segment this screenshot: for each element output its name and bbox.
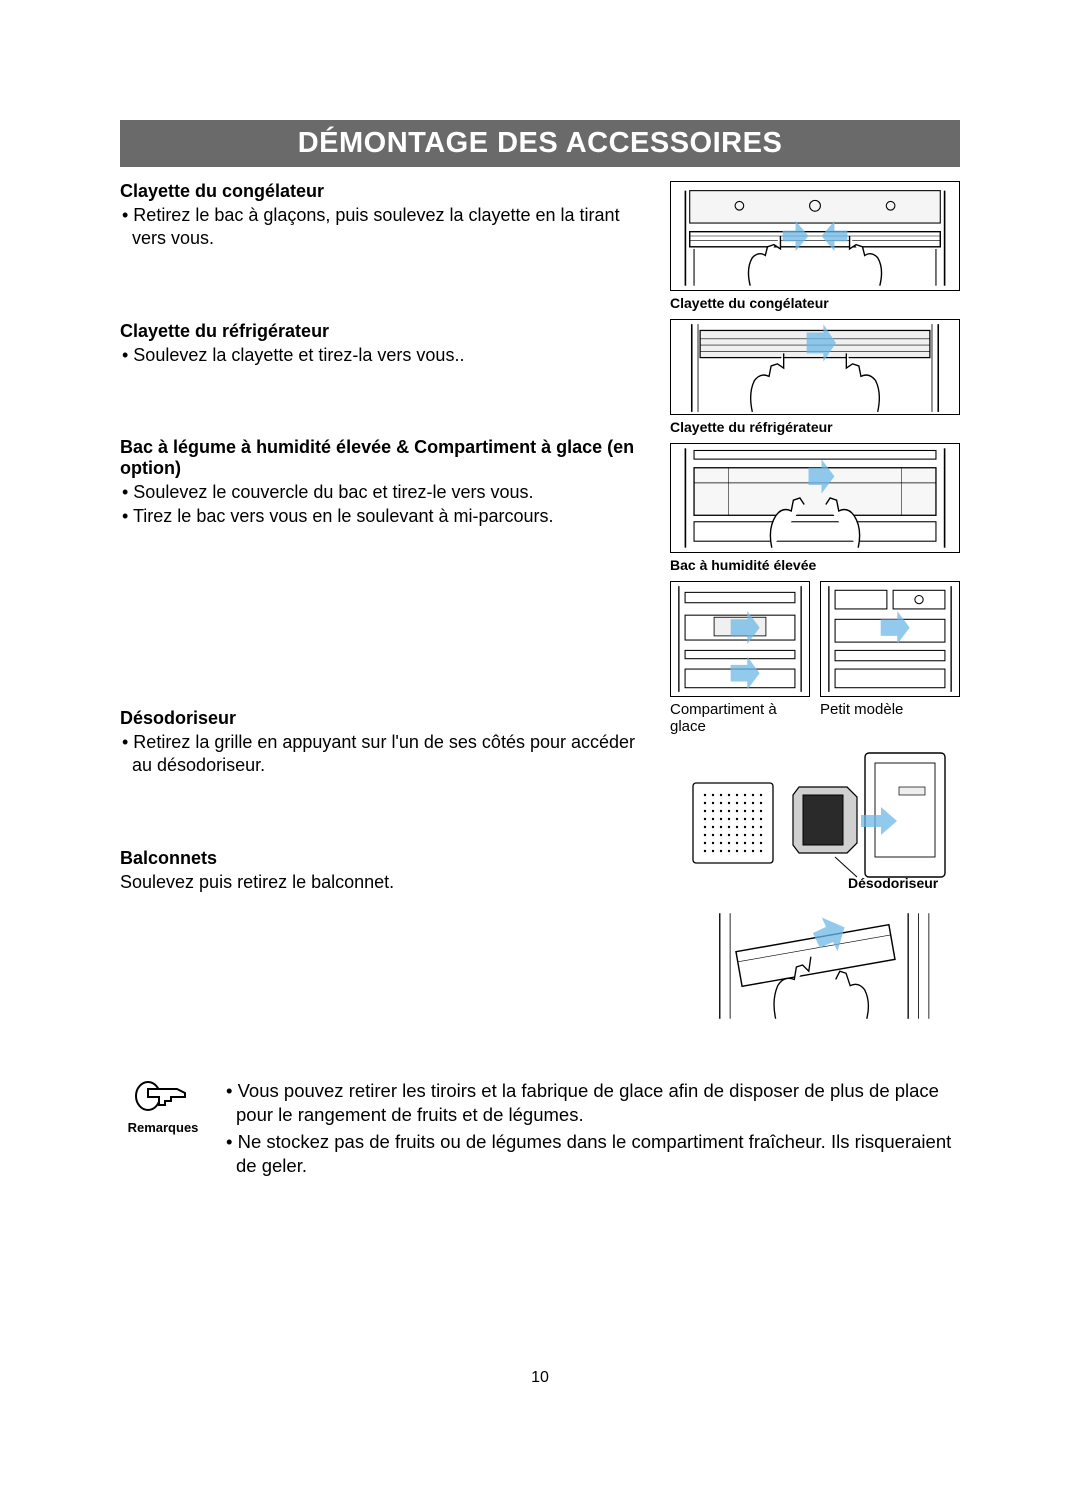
- figure-label-ice-compartment: Compartiment à glace: [670, 701, 810, 735]
- right-column: Clayette du congélateur Clayette: [670, 181, 960, 1025]
- illustration-freezer-shelf: [671, 182, 959, 290]
- section-fridge-shelf: Clayette du réfrigérateur • Soulevez la …: [120, 321, 646, 367]
- figure-humidity-bin: [670, 443, 960, 553]
- illustration-small-model: [821, 582, 959, 696]
- illustration-ice-compartment: [671, 582, 809, 696]
- section-humidity-bin: Bac à légume à humidité élevée & Compart…: [120, 437, 646, 528]
- text-fridge-shelf-1: • Soulevez la clayette et tirez-la vers …: [120, 344, 646, 367]
- remarks-bullet-1: • Vous pouvez retirer les tiroirs et la …: [224, 1079, 960, 1128]
- figure-label-humidity-bin: Bac à humidité élevée: [670, 557, 960, 573]
- remarks-icon-column: Remarques: [120, 1079, 206, 1181]
- hand-pointing-icon: [133, 1079, 193, 1113]
- page-container: DÉMONTAGE DES ACCESSOIRES Clayette du co…: [0, 0, 1080, 1487]
- heading-fridge-shelf: Clayette du réfrigérateur: [120, 321, 646, 342]
- figure-row-ice-small: Compartiment à glace: [670, 581, 960, 735]
- heading-door-bins: Balconnets: [120, 848, 646, 869]
- remarks-bullet-2: • Ne stockez pas de fruits ou de légumes…: [224, 1130, 960, 1179]
- figure-door-bin: [670, 907, 960, 1025]
- heading-humidity-bin: Bac à légume à humidité élevée & Compart…: [120, 437, 646, 479]
- figure-ice-compartment: [670, 581, 810, 697]
- illustration-humidity-bin: [671, 444, 959, 552]
- figure-fridge-shelf: [670, 319, 960, 415]
- figure-freezer-shelf: [670, 181, 960, 291]
- page-number: 10: [0, 1369, 1080, 1387]
- text-door-bins-1: Soulevez puis retirez le balconnet.: [120, 871, 646, 894]
- section-freezer-shelf: Clayette du congélateur • Retirez le bac…: [120, 181, 646, 251]
- illustration-door-bin: [670, 907, 960, 1025]
- figure-label-small-model: Petit modèle: [820, 701, 960, 718]
- text-freezer-shelf-1: • Retirez le bac à glaçons, puis souleve…: [120, 204, 646, 251]
- heading-deodorizer: Désodoriseur: [120, 708, 646, 729]
- text-humidity-bin-2: • Tirez le bac vers vous en le soulevant…: [120, 505, 646, 528]
- figure-label-deodorizer: Désodoriseur: [848, 875, 938, 891]
- illustration-fridge-shelf: [671, 320, 959, 414]
- figure-label-fridge-shelf: Clayette du réfrigérateur: [670, 419, 960, 435]
- content-row: Clayette du congélateur • Retirez le bac…: [120, 181, 960, 1025]
- heading-freezer-shelf: Clayette du congélateur: [120, 181, 646, 202]
- text-deodorizer-1: • Retirez la grille en appuyant sur l'un…: [120, 731, 646, 778]
- section-deodorizer: Désodoriseur • Retirez la grille en appu…: [120, 708, 646, 778]
- remarks-text: • Vous pouvez retirer les tiroirs et la …: [224, 1079, 960, 1181]
- left-column: Clayette du congélateur • Retirez le bac…: [120, 181, 646, 1025]
- remarks-block: Remarques • Vous pouvez retirer les tiro…: [120, 1079, 960, 1181]
- section-door-bins: Balconnets Soulevez puis retirez le balc…: [120, 848, 646, 894]
- text-humidity-bin-1: • Soulevez le couvercle du bac et tirez-…: [120, 481, 646, 504]
- figure-label-freezer-shelf: Clayette du congélateur: [670, 295, 960, 311]
- page-title: DÉMONTAGE DES ACCESSOIRES: [120, 120, 960, 167]
- figure-small-model: [820, 581, 960, 697]
- remarks-label: Remarques: [120, 1120, 206, 1135]
- figure-deodorizer: Désodoriseur: [670, 747, 960, 897]
